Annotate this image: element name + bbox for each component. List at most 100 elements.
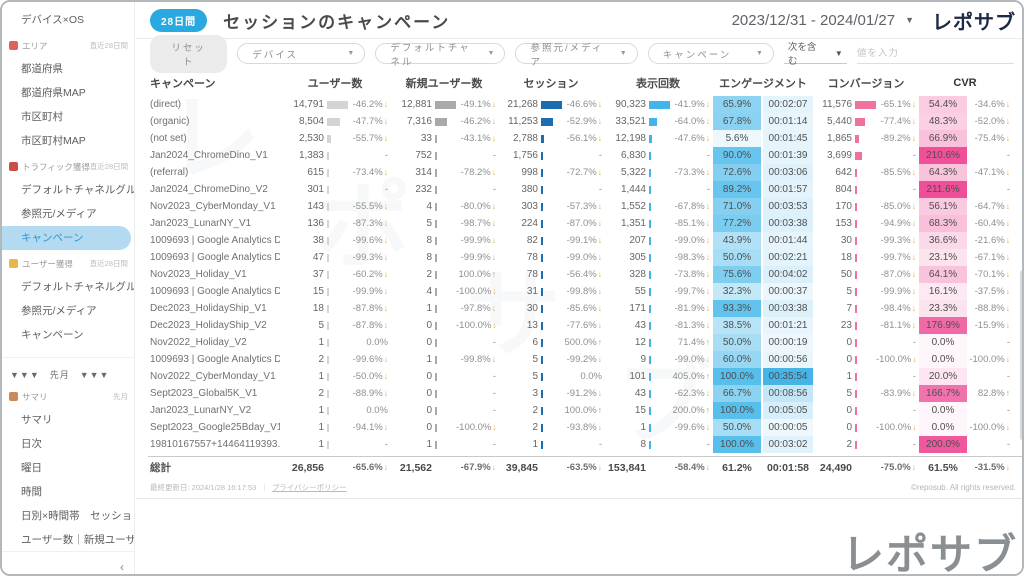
sidebar-item-日別×時間帯 セッション[interactable]: 日別×時間帯 セッション (21, 510, 135, 522)
down-arrow-icon: ↓ (383, 201, 388, 211)
users-change: - (384, 150, 388, 161)
sidebar-item-都道府県[interactable]: 都道府県 (21, 63, 63, 75)
device-filter-dropdown[interactable]: デバイス ▼ (237, 43, 366, 64)
views-value: 171 (629, 303, 646, 314)
campaign-cell: Dec2023_HolidayShip_V1 (150, 303, 267, 314)
sessions-bar (541, 134, 544, 143)
engagement-time-cell: 00:00:19 (762, 334, 814, 351)
engagement-rate-cell: 32.3% (712, 283, 762, 300)
conv-value: 642 (835, 167, 852, 178)
campaign-cell: (direct) (150, 99, 182, 110)
cvr-change: - (1006, 337, 1010, 348)
down-arrow-icon: ↓ (911, 201, 916, 211)
default-channel-filter-dropdown[interactable]: デフォルトチャネル ▼ (375, 43, 506, 68)
new_users-bar (435, 219, 437, 228)
sessions-bar (541, 423, 543, 432)
views-change: -73.8%↓ (670, 269, 712, 280)
users-bar (327, 287, 329, 296)
sidebar-item-曜日[interactable]: 曜日 (21, 462, 42, 474)
cvr-change-value: -88.8% (974, 303, 1005, 314)
views-value: 1 (640, 422, 646, 433)
sidebar-item-参照元/メディア[interactable]: 参照元/メディア (21, 208, 97, 220)
views-value: 43 (634, 320, 646, 331)
users-bar (327, 168, 329, 177)
source-media-filter-label: 参照元/メディア (530, 42, 604, 68)
sidebar-item-時間[interactable]: 時間 (21, 486, 42, 498)
views-change-value: -41.9% (674, 99, 705, 110)
cvr-change: - (1006, 184, 1010, 195)
campaign-filter-dropdown[interactable]: キャンペーン ▼ (647, 43, 774, 64)
campaign-cell: Jan2023_LunarNY_V1 (150, 218, 252, 229)
sidebar-item-デフォルトチャネルグループ[interactable]: デフォルトチャネルグループ (21, 184, 135, 196)
filter-value-input[interactable] (856, 43, 1014, 64)
users-value: 2 (318, 354, 324, 365)
engagement-time-cell: 00:01:58 (762, 459, 814, 476)
cvr-change: -15.9%↓ (968, 320, 1012, 331)
down-arrow-icon: ↓ (705, 133, 710, 143)
sidebar-item-デバイス×OS[interactable]: デバイス×OS (21, 14, 84, 26)
sessions-bar-cell (538, 266, 562, 283)
new_users-bar-cell (432, 300, 456, 317)
campaign-cell: Sept2023_Global5K_V1 (150, 388, 258, 399)
users-change: -99.6%↓ (348, 235, 390, 246)
views-change: -64.0%↓ (670, 116, 712, 127)
privacy-policy-link[interactable]: プライバシーポリシー (271, 483, 347, 492)
sessions-bar (541, 440, 543, 449)
views-bar (649, 253, 651, 262)
down-arrow-icon: ↓ (705, 167, 710, 177)
conv-bar (855, 219, 857, 228)
cvr-change: -67.1%↓ (968, 252, 1012, 263)
cvr-change: -70.1%↓ (968, 269, 1012, 280)
views-value: 9 (640, 354, 646, 365)
sidebar-item-市区町村MAP[interactable]: 市区町村MAP (21, 135, 86, 147)
sessions-change-value: -63.5% (566, 462, 597, 473)
new_users-bar (435, 236, 437, 245)
sidebar-item-日次[interactable]: 日次 (21, 438, 42, 450)
sidebar-collapse-icon[interactable]: ‹ (120, 560, 124, 574)
conv-bar-cell (852, 385, 876, 402)
users-change-value: -87.8% (352, 320, 383, 331)
new_users-bar-cell (432, 436, 456, 453)
sessions-bar-cell (538, 147, 562, 164)
views-bar (649, 338, 651, 347)
sidebar-item-サマリ[interactable]: サマリ (21, 414, 53, 426)
col-cvr: CVR (953, 77, 977, 89)
source-media-filter-dropdown[interactable]: 参照元/メディア ▼ (515, 43, 638, 68)
conv-change-value: -77.4% (880, 116, 911, 127)
sidebar-item-都道府県MAP[interactable]: 都道府県MAP (21, 87, 86, 99)
reset-button[interactable]: リセット (150, 34, 228, 73)
users-bar (327, 270, 329, 279)
sidebar-item-参照元/メディア[interactable]: 参照元/メディア (21, 305, 97, 317)
conv-value: 5,440 (826, 116, 852, 127)
sessions-change-value: -46.6% (566, 99, 597, 110)
conv-value: 2 (846, 439, 852, 450)
sessions-value: 5 (532, 354, 538, 365)
sessions-change: -99.1%↓ (562, 235, 604, 246)
conv-bar (855, 321, 857, 330)
up-arrow-icon: ↑ (491, 269, 496, 279)
engagement-rate-cell: 100.0% (712, 436, 762, 453)
table-row: Jan2024_ChromeDino_V2 301-232-380-1,444-8… (148, 181, 1022, 198)
table-row: 1009693 | Google Analytics D... 15 -99.9%↓… (148, 283, 1022, 300)
match-type-dropdown[interactable]: 次を含む ▼ (783, 42, 847, 67)
sidebar-item-キャンペーン[interactable]: キャンペーン (2, 226, 131, 250)
vertical-scrollbar[interactable] (1020, 270, 1022, 440)
conv-change: -94.9%↓ (876, 218, 918, 229)
sidebar-item-キャンペーン[interactable]: キャンペーン (21, 329, 84, 341)
views-change: -98.3%↓ (670, 252, 712, 263)
new_users-value: 752 (415, 150, 432, 161)
engagement-rate-cell: 50.0% (712, 249, 762, 266)
down-arrow-icon: ↓ (912, 354, 917, 364)
down-arrow-icon: ↓ (597, 133, 602, 143)
date-range-picker[interactable]: 2023/12/31 - 2024/01/27 ▼ (732, 12, 914, 29)
cvr-cell: 0.0% (918, 334, 968, 351)
users-value: 615 (307, 167, 324, 178)
users-bar-cell (324, 368, 348, 385)
sidebar-item-市区町村[interactable]: 市区町村 (21, 111, 63, 123)
down-arrow-icon: ↓ (491, 303, 496, 313)
cvr-change: -75.4%↓ (968, 133, 1012, 144)
sidebar-item-デフォルトチャネルグループ[interactable]: デフォルトチャネルグループ (21, 281, 135, 293)
sidebar-item-ユーザー数｜新規ユーザー数[interactable]: ユーザー数｜新規ユーザー数 (21, 534, 135, 546)
sessions-bar-cell (538, 300, 562, 317)
conv-change: - (912, 184, 916, 195)
